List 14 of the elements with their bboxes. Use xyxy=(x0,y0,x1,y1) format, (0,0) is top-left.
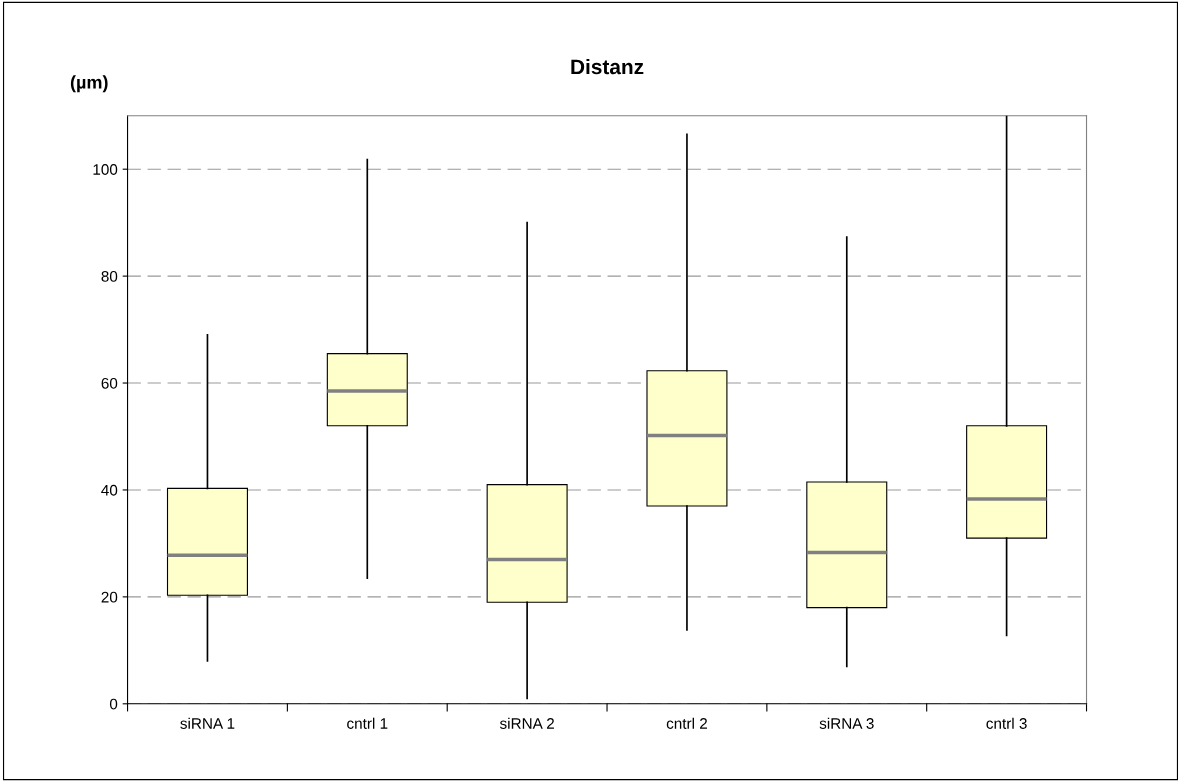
x-tick-label: cntrl 2 xyxy=(666,717,707,729)
y-tick-label: 100 xyxy=(93,164,118,175)
y-tick-label: 60 xyxy=(101,377,118,389)
y-tick-label: 80 xyxy=(101,270,118,282)
y-axis-title: (µm) xyxy=(70,75,108,93)
y-tick-label: 20 xyxy=(101,591,118,603)
x-tick-label: siRNA 3 xyxy=(819,717,874,729)
x-tick-label: siRNA 1 xyxy=(180,717,235,729)
x-tick-label: siRNA 2 xyxy=(499,717,554,729)
y-tick-label: 0 xyxy=(109,698,118,710)
y-tick-label: 40 xyxy=(101,484,118,496)
x-tick-label: cntrl 3 xyxy=(986,717,1027,729)
chart-title: Distanz xyxy=(571,58,644,75)
x-tick-label: cntrl 1 xyxy=(347,717,388,729)
